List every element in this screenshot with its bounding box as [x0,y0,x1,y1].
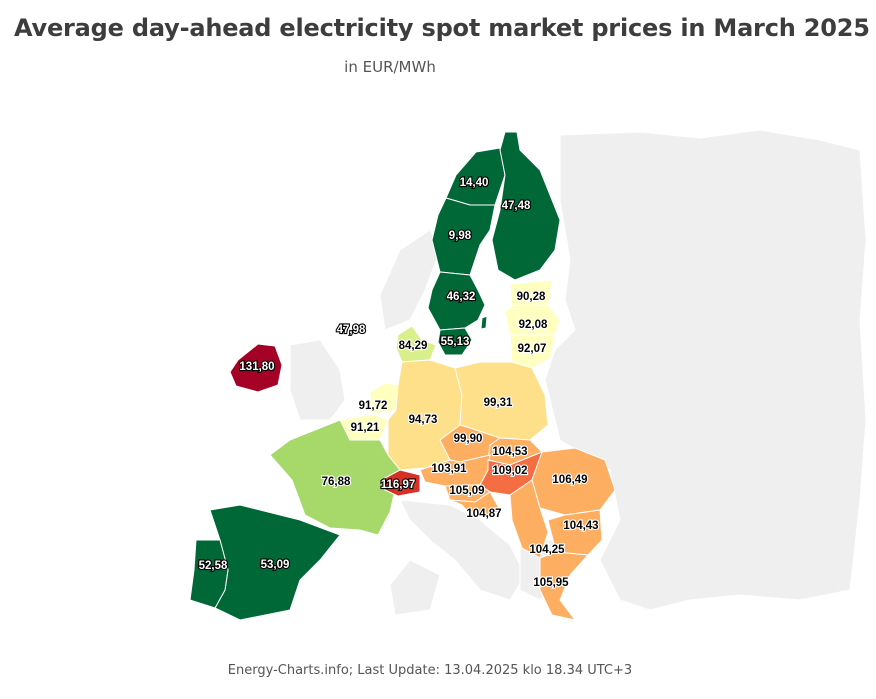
label-fi: 47,48 [502,200,531,212]
region-gr[interactable] [539,551,590,621]
region-dk[interactable] [395,325,437,363]
label-hu: 109,02 [492,465,527,477]
map-footer-credit: Energy-Charts.info; Last Update: 13.04.2… [227,663,633,678]
label-at: 103,91 [431,463,467,475]
label-rs: 104,25 [529,544,565,556]
label-si: 105,09 [449,485,484,497]
region-pt[interactable] [189,539,229,609]
background-land [289,129,867,616]
map-subtitle: in EUR/MWh [344,58,436,76]
label-pt: 52,58 [199,560,228,572]
label-no: 47,98 [337,324,366,336]
region-se4[interactable] [437,327,473,356]
region-se2[interactable] [431,197,496,276]
region-pl[interactable] [454,361,549,441]
region-fr[interactable] [269,419,401,536]
label-sk: 104,53 [492,446,527,458]
label-ee: 90,28 [517,291,546,303]
europe-price-map: 14,40 47,48 9,98 46,32 90,28 47,98 92,08… [189,129,867,621]
region-rs[interactable] [509,479,549,559]
label-ro: 106,49 [552,474,587,486]
label-ch: 116,97 [381,479,416,491]
label-dk: 84,29 [399,340,428,352]
region-ch[interactable] [384,469,421,497]
label-gr: 105,95 [533,577,569,589]
label-pl: 99,31 [484,397,513,409]
label-es: 53,09 [261,559,290,571]
label-se1: 14,40 [460,177,489,189]
label-se4: 55,13 [441,336,470,348]
region-gotland [480,315,488,330]
map-title: Average day-ahead electricity spot marke… [14,14,870,42]
price-regions [189,131,616,621]
label-de: 94,73 [409,414,438,426]
region-se3[interactable] [427,271,486,331]
label-bg: 104,43 [563,520,598,532]
region-fi[interactable] [491,131,561,281]
label-be: 91,21 [351,422,380,434]
label-ie: 131,80 [239,361,274,373]
label-cz: 99,90 [454,433,483,445]
label-se2: 9,98 [449,230,472,242]
price-labels: 14,40 47,48 9,98 46,32 90,28 47,98 92,08… [198,176,600,590]
label-fr: 76,88 [322,476,351,488]
region-hr[interactable] [449,491,501,519]
region-lt[interactable] [509,334,556,369]
label-se3: 46,32 [447,291,476,303]
label-nl: 91,72 [359,400,388,412]
label-lt: 92,07 [518,343,547,355]
region-ie[interactable] [229,343,283,393]
label-hr: 104,87 [466,508,501,520]
label-lv: 92,08 [519,319,548,331]
